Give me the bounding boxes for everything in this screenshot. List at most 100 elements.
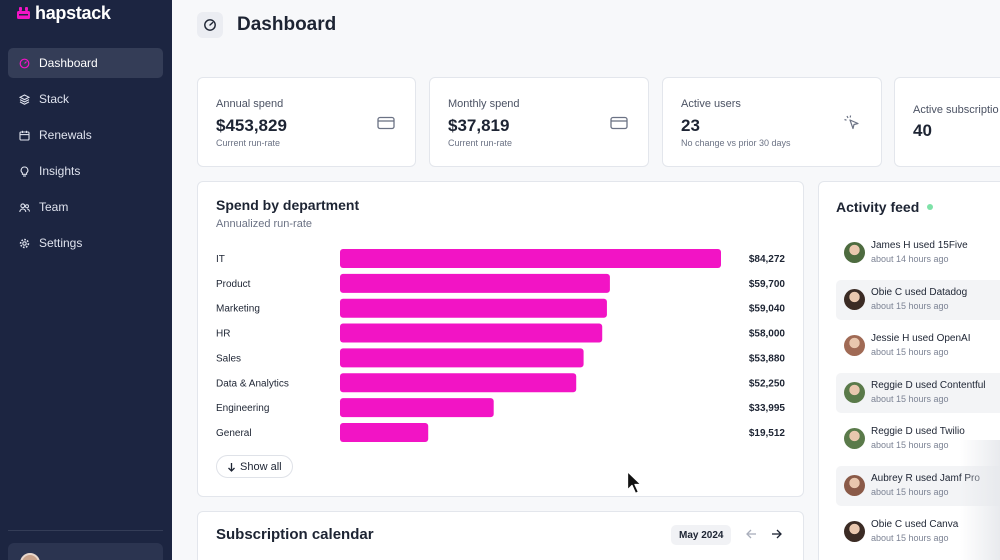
sidebar-item-label: Team xyxy=(39,200,69,214)
screen-edge-shadow xyxy=(960,440,1000,560)
bar-value-label: $59,040 xyxy=(749,304,786,315)
sidebar-nav: Dashboard Stack Renewals Insights Team Settin… xyxy=(8,48,163,264)
list-item[interactable]: Reggie D used Twilio about 15 hours ago xyxy=(836,419,1000,459)
bar-value-label: $58,000 xyxy=(749,329,786,340)
users-icon xyxy=(19,202,30,213)
stat-label: Active subscriptio xyxy=(913,104,999,116)
layers-icon xyxy=(19,93,30,105)
bar-value-label: $52,250 xyxy=(749,378,786,389)
month-selector[interactable]: May 2024 xyxy=(671,525,732,545)
pointer-click-icon xyxy=(844,115,859,130)
sidebar-item-label: Insights xyxy=(39,164,81,178)
bar-label: Sales xyxy=(216,353,241,364)
stat-value: $37,819 xyxy=(448,116,510,135)
gauge-icon xyxy=(19,58,30,69)
bar[interactable] xyxy=(340,398,494,418)
list-item[interactable]: James H used 15Five about 14 hours ago xyxy=(836,233,1000,273)
app-logo[interactable]: hapstack xyxy=(16,3,111,23)
avatar xyxy=(844,381,865,403)
activity-text: Reggie D used Twilio xyxy=(871,426,965,437)
list-item[interactable]: Obie C used Canva about 15 hours ago xyxy=(836,512,1000,552)
sidebar-item-team[interactable]: Team xyxy=(8,192,163,222)
page-title: Dashboard xyxy=(237,14,337,35)
card-title: Activity feed xyxy=(836,199,934,215)
logo-icon xyxy=(17,7,30,19)
calendar-icon xyxy=(19,130,30,141)
stat-label: Active users xyxy=(681,98,741,110)
arrow-left-icon[interactable] xyxy=(743,526,759,542)
activity-time: about 15 hours ago xyxy=(871,486,949,497)
gear-icon xyxy=(19,238,30,249)
bar-value-label: $19,512 xyxy=(749,428,786,439)
activity-time: about 15 hours ago xyxy=(871,533,949,543)
show-all-button[interactable]: Show all xyxy=(216,455,293,478)
activity-text: Obie C used Canva xyxy=(871,519,959,530)
subscription-calendar-card: Subscription calendar May 2024 xyxy=(197,511,804,560)
sidebar-item-insights[interactable]: Insights xyxy=(8,156,163,186)
avatar xyxy=(844,335,865,356)
bar-label: Marketing xyxy=(216,304,260,315)
activity-title-text: Activity feed xyxy=(836,199,920,215)
stat-value: $453,829 xyxy=(216,116,287,135)
bar-value-label: $53,880 xyxy=(749,353,786,364)
stat-label: Annual spend xyxy=(216,98,284,110)
avatar xyxy=(844,288,865,310)
stat-card-active-users: Active users 23 No change vs prior 30 da… xyxy=(662,77,882,167)
stat-value: 40 xyxy=(913,121,932,140)
gauge-icon xyxy=(204,19,216,31)
bar-value-label: $33,995 xyxy=(749,403,786,414)
show-all-label: Show all xyxy=(240,460,282,473)
bar[interactable] xyxy=(340,348,584,368)
sidebar: hapstack Dashboard Stack Renewals Insights T… xyxy=(0,0,172,560)
bar-label: Product xyxy=(216,279,251,290)
list-item[interactable]: Jessie H used OpenAI about 15 hours ago xyxy=(836,326,1000,366)
credit-card-icon xyxy=(610,116,628,130)
user-menu[interactable] xyxy=(8,543,163,560)
arrow-right-icon[interactable] xyxy=(768,526,784,542)
sidebar-item-settings[interactable]: Settings xyxy=(8,228,163,258)
bar-label: HR xyxy=(216,329,230,340)
activity-text: Obie C used Datadog xyxy=(871,286,968,298)
activity-time: about 15 hours ago xyxy=(871,393,949,404)
mouse-cursor-icon xyxy=(626,470,642,495)
bar[interactable] xyxy=(340,373,577,393)
avatar xyxy=(844,521,865,542)
sidebar-item-renewals[interactable]: Renewals xyxy=(8,120,163,150)
bar-label: General xyxy=(216,428,252,439)
bar[interactable] xyxy=(340,249,721,268)
activity-time: about 15 hours ago xyxy=(871,347,949,357)
stat-card-monthly-spend: Monthly spend $37,819 Current run-rate xyxy=(429,77,649,167)
sidebar-item-label: Dashboard xyxy=(39,56,98,70)
activity-time: about 14 hours ago xyxy=(871,254,949,264)
bar[interactable] xyxy=(340,298,607,318)
bar-label: Data & Analytics xyxy=(216,378,289,389)
bar[interactable] xyxy=(340,422,429,442)
bar-value-label: $59,700 xyxy=(749,279,786,290)
sidebar-item-dashboard[interactable]: Dashboard xyxy=(8,48,163,78)
spend-by-department-card: Spend by department Annualized run-rate … xyxy=(197,181,804,497)
sidebar-item-label: Renewals xyxy=(39,128,92,142)
avatar xyxy=(20,553,40,560)
logo-text: hapstack xyxy=(35,2,111,23)
bar[interactable] xyxy=(340,323,603,343)
arrow-down-icon xyxy=(228,462,235,472)
sidebar-item-label: Stack xyxy=(39,92,70,106)
bar[interactable] xyxy=(340,273,610,293)
activity-text: James H used 15Five xyxy=(871,240,968,251)
stat-card-active-subscriptions: Active subscriptio 40 xyxy=(894,77,1000,167)
sidebar-item-label: Settings xyxy=(39,236,83,250)
credit-card-icon xyxy=(377,116,395,130)
bar-label: Engineering xyxy=(216,403,269,414)
spend-bar-chart: IT $84,272 Product $59,700 Marketing $59,040 H… xyxy=(216,249,786,442)
sidebar-item-stack[interactable]: Stack xyxy=(8,84,163,114)
activity-time: about 15 hours ago xyxy=(871,300,949,311)
activity-time: about 15 hours ago xyxy=(871,440,949,450)
page-icon-box xyxy=(197,12,223,38)
card-subtitle: Annualized run-rate xyxy=(216,218,313,230)
list-item[interactable]: Reggie D used Contentful about 15 hours a… xyxy=(836,372,1000,413)
avatar xyxy=(844,474,865,496)
stat-sub: Current run-rate xyxy=(448,138,513,148)
stat-label: Monthly spend xyxy=(448,98,520,110)
avatar xyxy=(844,428,865,449)
list-item[interactable]: Obie C used Datadog about 15 hours ago xyxy=(836,279,1000,320)
